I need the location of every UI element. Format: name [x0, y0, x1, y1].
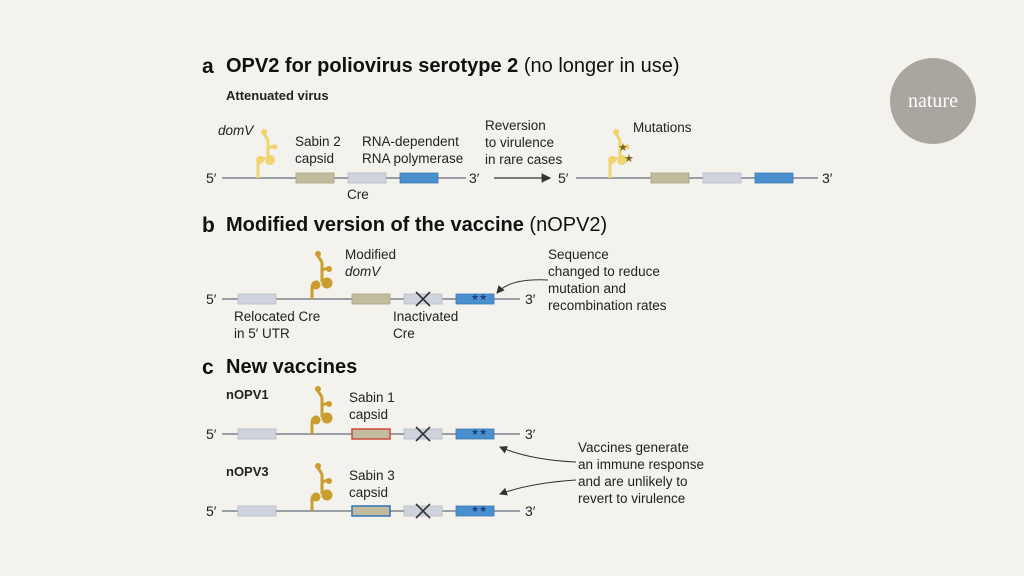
panel-a-title-rest: (no longer in use): [523, 55, 680, 77]
svg-text:★★: ★★: [471, 292, 487, 302]
cre-box-a1: [347, 172, 387, 184]
five-prime-c1: 5′: [206, 426, 217, 442]
three-prime-c1: 3′: [525, 426, 536, 442]
five-prime-a2: 5′: [558, 170, 569, 186]
panel-b-title: Modified version of the vaccine (nOPV2): [226, 214, 607, 237]
genome-a1: [222, 129, 466, 184]
vaccines-arrow-1: [499, 446, 577, 463]
inactivated-cre-label-b: Inactivated Cre: [393, 309, 459, 341]
sabin1-capsid-box: [351, 428, 391, 440]
svg-text:★★: ★★: [471, 504, 487, 514]
inactivated-cre-x: [415, 291, 431, 307]
polymerase-box-a1: [399, 172, 439, 184]
cre-label-a: Cre: [347, 187, 369, 202]
five-prime-c3: 5′: [206, 503, 217, 519]
panel-b-title-bold: Modified version of the vaccine: [226, 214, 524, 236]
mutations-label: Mutations: [633, 120, 692, 135]
vaccines-arrow-2: [499, 479, 577, 496]
three-prime-a2: 3′: [822, 170, 833, 186]
panel-b-letter: b: [202, 214, 215, 237]
genome-a2: ★ ★: [576, 129, 818, 184]
svg-text:★★: ★★: [471, 427, 487, 437]
panel-a-letter: a: [202, 55, 214, 78]
genome-c1: ★★: [222, 386, 520, 442]
domv-label-a: domV: [218, 123, 254, 138]
modified-domv-label: Modified domV: [345, 247, 397, 279]
logo-text: nature: [908, 89, 958, 112]
mutation-star-2: ★: [624, 153, 634, 165]
sequence-arrow: [496, 279, 549, 294]
five-prime-a1: 5′: [206, 170, 217, 186]
panel-a-title: OPV2 for poliovirus serotype 2 (no longe…: [226, 55, 680, 78]
sabin2-capsid-label: Sabin 2 capsid: [295, 134, 341, 166]
attenuated-virus-label: Attenuated virus: [226, 88, 329, 103]
sabin3-capsid-label: Sabin 3 capsid: [349, 468, 395, 500]
panel-b-title-rest: (nOPV2): [529, 214, 608, 236]
relocated-cre-box: [237, 293, 277, 305]
genome-c3: ★★: [222, 463, 520, 519]
panel-a-title-bold: OPV2 for poliovirus serotype 2: [226, 55, 519, 77]
panel-c-title: New vaccines: [226, 356, 358, 378]
sequence-changed-label: Sequence changed to reduce mutation and rec…: [548, 247, 667, 313]
reversion-label: Reversion to virulence in rare cases: [485, 118, 563, 167]
vaccines-generate-label: Vaccines generate an immune response and a…: [578, 440, 705, 506]
sabin3-capsid-box: [351, 505, 391, 517]
three-prime-b: 3′: [525, 291, 536, 307]
panel-c-letter: c: [202, 356, 214, 379]
genome-b: ★★: [222, 251, 520, 307]
nopv1-label: nOPV1: [226, 387, 269, 402]
three-prime-c3: 3′: [525, 503, 536, 519]
sabin1-capsid-label: Sabin 1 capsid: [349, 390, 395, 422]
relocated-cre-label: Relocated Cre in 5′ UTR: [234, 309, 321, 341]
sabin2-capsid-box: [295, 172, 335, 184]
rdrp-label: RNA-dependent RNA polymerase: [362, 134, 464, 166]
five-prime-b: 5′: [206, 291, 217, 307]
mutation-star-1: ★: [618, 142, 628, 154]
three-prime-a1: 3′: [469, 170, 480, 186]
nopv3-label: nOPV3: [226, 464, 269, 479]
nature-logo: nature: [890, 58, 976, 144]
